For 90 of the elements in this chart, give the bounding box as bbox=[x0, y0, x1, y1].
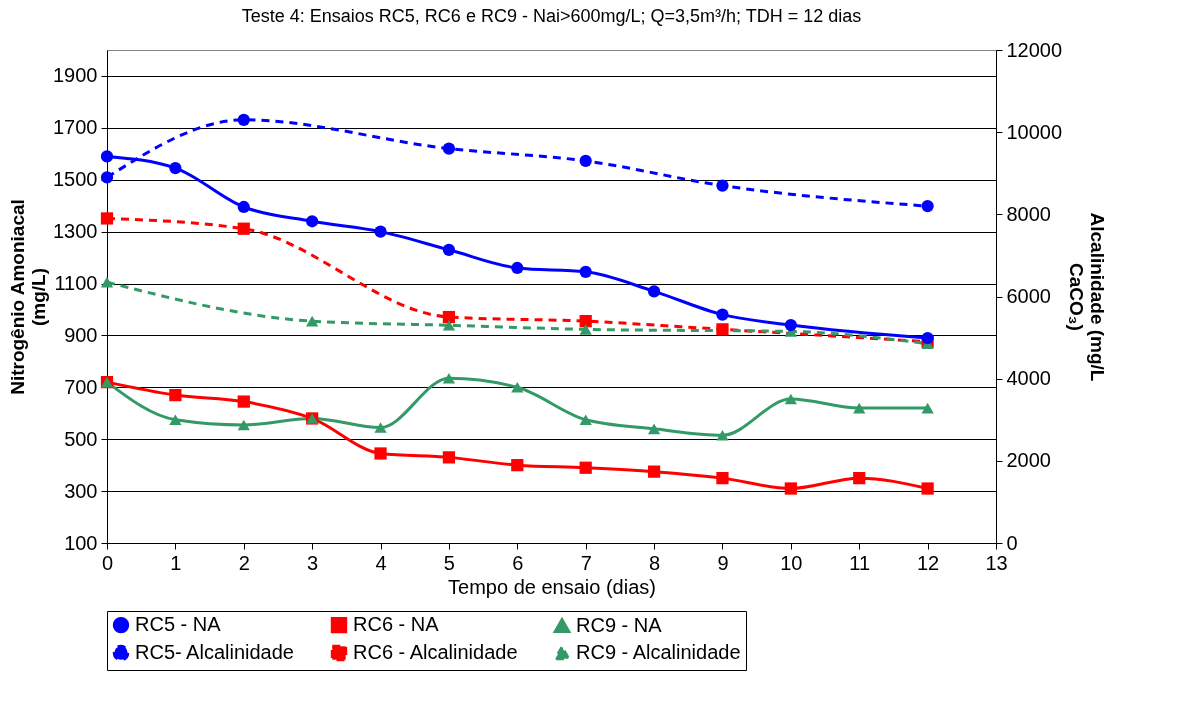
x-tick-label: 5 bbox=[443, 551, 455, 574]
point bbox=[169, 388, 182, 402]
y-tick-label: 900 bbox=[64, 323, 98, 346]
point bbox=[716, 472, 729, 485]
y-tick-label: 1900 bbox=[53, 64, 98, 87]
point bbox=[100, 276, 114, 288]
point bbox=[442, 372, 456, 384]
point bbox=[716, 179, 729, 192]
point bbox=[921, 402, 934, 414]
y2-axis-title: Alcalinidade (mg/L CaCO₃) bbox=[1066, 212, 1109, 382]
x-tick-label: 4 bbox=[375, 551, 387, 574]
point bbox=[237, 395, 250, 408]
y2-tick-label: 0 bbox=[1006, 531, 1018, 554]
point bbox=[579, 461, 592, 474]
point bbox=[100, 212, 114, 225]
x-tick-label: 0 bbox=[101, 551, 114, 574]
point bbox=[921, 331, 934, 345]
y-tick-label: 1100 bbox=[54, 272, 98, 295]
point bbox=[306, 215, 319, 228]
point bbox=[442, 243, 456, 256]
legend-label: RC5- Alcalinidade bbox=[135, 641, 294, 663]
point bbox=[921, 200, 934, 213]
y2-tick-label: 10000 bbox=[1006, 120, 1063, 143]
point bbox=[442, 142, 456, 155]
point bbox=[784, 318, 797, 332]
legend-label: RC6 - Alcalinidade bbox=[353, 641, 518, 663]
x-tick-label: 3 bbox=[307, 551, 319, 574]
point bbox=[579, 324, 592, 335]
point bbox=[511, 261, 524, 275]
y-tick-label: 500 bbox=[64, 427, 98, 450]
point bbox=[716, 430, 729, 441]
point bbox=[784, 393, 797, 405]
point bbox=[853, 472, 866, 485]
x-tick-label: 7 bbox=[580, 551, 592, 574]
point bbox=[647, 423, 661, 435]
y2-tick-label: 8000 bbox=[1006, 202, 1051, 225]
point bbox=[511, 459, 524, 472]
point bbox=[306, 315, 319, 327]
legend-label: RC9 - NA bbox=[576, 613, 663, 636]
point bbox=[784, 482, 797, 495]
x-tick-label: 6 bbox=[512, 551, 524, 574]
point bbox=[237, 222, 250, 235]
point bbox=[374, 422, 387, 433]
point bbox=[647, 285, 661, 298]
point bbox=[442, 451, 456, 464]
x-tick-label: 13 bbox=[985, 551, 1008, 574]
point bbox=[579, 315, 592, 328]
legend-label: RC5 - NA bbox=[135, 613, 222, 636]
point bbox=[921, 482, 934, 495]
x-tick-label: 10 bbox=[780, 551, 803, 574]
x-tick-label: 8 bbox=[649, 551, 661, 574]
point bbox=[716, 323, 729, 336]
point bbox=[442, 319, 456, 331]
y-tick-label: 1500 bbox=[53, 168, 98, 191]
point bbox=[100, 150, 114, 163]
point bbox=[579, 154, 592, 168]
y-tick-label: 100 bbox=[64, 531, 98, 554]
point bbox=[442, 310, 456, 324]
point bbox=[853, 402, 866, 414]
point bbox=[579, 265, 592, 278]
point bbox=[237, 113, 250, 126]
x-axis-title: Tempo de ensaio (dias) bbox=[448, 575, 656, 598]
y-tick-label: 1300 bbox=[53, 220, 98, 243]
x-tick-label: 11 bbox=[849, 551, 871, 574]
point bbox=[169, 161, 182, 175]
chart-title: Teste 4: Ensaios RC5, RC6 e RC9 - Nai>600mg/L; Q=3,5m³/h; TDH = 12 dias bbox=[241, 6, 862, 26]
y2-tick-label: 12000 bbox=[1006, 38, 1063, 61]
y2-tick-label: 6000 bbox=[1006, 285, 1051, 307]
x-tick-label: 2 bbox=[238, 551, 250, 574]
legend-label: RC6 - NA bbox=[353, 613, 440, 636]
point bbox=[169, 414, 182, 426]
point bbox=[511, 382, 524, 393]
point bbox=[237, 419, 250, 431]
point bbox=[647, 465, 661, 478]
y-tick-label: 1700 bbox=[53, 116, 98, 139]
y2-tick-label: 4000 bbox=[1006, 367, 1051, 390]
y2-tick-label: 2000 bbox=[1006, 449, 1051, 472]
y-axis-title: Nitrogênio Amoniacal (mg/L) bbox=[7, 199, 50, 395]
point bbox=[374, 225, 387, 238]
point bbox=[374, 447, 387, 460]
point bbox=[100, 171, 114, 184]
x-tick-label: 12 bbox=[916, 551, 940, 574]
legend-label: RC9 - Alcalinidade bbox=[576, 641, 741, 663]
point bbox=[237, 200, 250, 214]
y-tick-label: 700 bbox=[64, 375, 98, 398]
y-tick-label: 300 bbox=[64, 479, 98, 502]
point bbox=[579, 414, 592, 426]
point bbox=[716, 308, 729, 321]
x-tick-label: 9 bbox=[717, 551, 729, 574]
x-tick-label: 1 bbox=[170, 551, 182, 574]
